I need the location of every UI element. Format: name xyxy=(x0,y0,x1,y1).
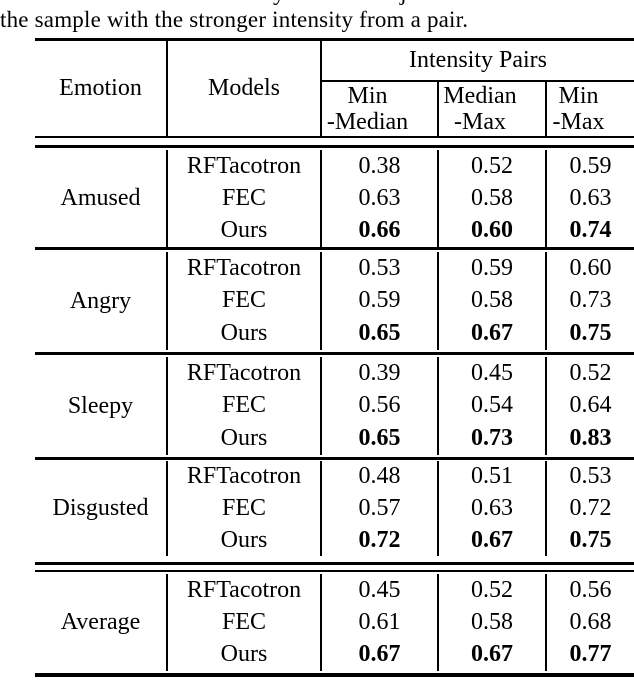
model-label: RFTacotron xyxy=(168,574,322,607)
table-caption: the sample with the stronger intensity f… xyxy=(0,7,469,32)
value-cell: 0.64 xyxy=(569,392,612,419)
value-cell-best: 0.65 xyxy=(322,317,439,350)
value-cell: 0.59 xyxy=(439,252,547,285)
value-cell: 0.63 xyxy=(439,492,547,525)
value-cell-best: 0.73 xyxy=(439,422,547,455)
clipped-caption-line: y j xyxy=(0,0,634,7)
value-cell-best: 0.65 xyxy=(322,422,439,455)
model-label: Ours xyxy=(168,524,322,556)
model-label: RFTacotron xyxy=(168,150,322,183)
emotion-label: Disgusted xyxy=(35,461,168,556)
emotion-label: Angry xyxy=(35,252,168,350)
emotion-label: Sleepy xyxy=(35,357,168,455)
value-cell-best: 0.67 xyxy=(322,638,439,671)
value-cell: 0.59 xyxy=(322,284,439,318)
emotion-block-angry: Angry RFTacotron 0.53 0.59 0.60 FEC 0.59… xyxy=(35,252,634,350)
header-min-max: Min -Max xyxy=(547,82,634,136)
value-cell-best: 0.75 xyxy=(569,526,612,553)
value-cell: 0.57 xyxy=(322,492,439,525)
value-cell: 0.52 xyxy=(439,574,547,607)
emotion-label: Amused xyxy=(35,150,168,247)
header-min-median-line1: Min xyxy=(347,83,388,109)
value-cell-best: 0.83 xyxy=(569,425,612,452)
header-median-max-line1: Median xyxy=(443,83,517,109)
table-rule-header-thick xyxy=(35,145,634,148)
value-cell: 0.45 xyxy=(439,357,547,390)
header-median-max-line2: -Max xyxy=(454,109,506,135)
table-rule xyxy=(35,247,634,250)
header-min-max-line2: -Max xyxy=(552,109,605,135)
value-cell: 0.56 xyxy=(322,389,439,423)
model-label: Ours xyxy=(168,214,322,247)
value-cell-best: 0.75 xyxy=(569,320,612,347)
model-label: Ours xyxy=(168,317,322,350)
value-cell-best: 0.77 xyxy=(569,641,612,668)
value-cell: 0.58 xyxy=(439,606,547,639)
table-rule-bottom xyxy=(35,673,634,677)
header-min-median: Min -Median xyxy=(322,82,439,136)
header-min-max-line1: Min xyxy=(558,83,599,109)
model-label: Ours xyxy=(168,638,322,671)
emotion-block-disgusted: Disgusted RFTacotron 0.48 0.51 0.53 FEC … xyxy=(35,461,634,556)
value-cell-best: 0.60 xyxy=(439,214,547,247)
model-label: RFTacotron xyxy=(168,252,322,285)
header-median-max: Median -Max xyxy=(439,82,547,136)
header-emotion: Emotion xyxy=(35,41,168,136)
header-models: Models xyxy=(168,41,322,136)
value-cell: 0.61 xyxy=(322,606,439,639)
header-intensity-pairs: Intensity Pairs xyxy=(322,41,634,82)
value-cell-best: 0.67 xyxy=(439,317,547,350)
value-cell: 0.56 xyxy=(569,576,612,603)
value-cell: 0.53 xyxy=(569,463,612,490)
value-cell-best: 0.67 xyxy=(439,524,547,556)
table-rule-header-thin xyxy=(35,136,634,138)
value-cell: 0.48 xyxy=(322,461,439,493)
value-cell: 0.63 xyxy=(322,182,439,215)
model-label: RFTacotron xyxy=(168,461,322,493)
value-cell: 0.58 xyxy=(439,284,547,318)
clipped-glyph: j xyxy=(400,0,407,5)
value-cell: 0.73 xyxy=(569,287,612,314)
value-cell: 0.58 xyxy=(439,182,547,215)
table-rule-double-top xyxy=(35,562,634,565)
value-cell: 0.59 xyxy=(569,152,612,179)
value-cell: 0.53 xyxy=(322,252,439,285)
model-label: FEC xyxy=(168,182,322,215)
value-cell: 0.38 xyxy=(322,150,439,183)
emotion-block-amused: Amused RFTacotron 0.38 0.52 0.59 FEC 0.6… xyxy=(35,150,634,247)
value-cell: 0.72 xyxy=(569,494,612,521)
model-label: FEC xyxy=(168,492,322,525)
value-cell: 0.63 xyxy=(569,184,612,211)
value-cell: 0.45 xyxy=(322,574,439,607)
value-cell: 0.39 xyxy=(322,357,439,390)
value-cell: 0.60 xyxy=(569,254,612,281)
model-label: RFTacotron xyxy=(168,357,322,390)
value-cell-best: 0.74 xyxy=(569,217,612,244)
table-rule xyxy=(35,352,634,355)
model-label: FEC xyxy=(168,284,322,318)
value-cell: 0.54 xyxy=(439,389,547,423)
value-cell: 0.68 xyxy=(569,608,612,635)
value-cell: 0.52 xyxy=(569,359,612,386)
table-header: Emotion Models Intensity Pairs Min -Medi… xyxy=(35,41,634,136)
emotion-block-average: Average RFTacotron 0.45 0.52 0.56 FEC 0.… xyxy=(35,574,634,671)
header-min-median-line2: -Median xyxy=(326,109,409,135)
clipped-glyph: y xyxy=(273,0,285,5)
value-cell-best: 0.72 xyxy=(322,524,439,556)
table-rule-double-bottom xyxy=(35,569,634,572)
emotion-block-sleepy: Sleepy RFTacotron 0.39 0.45 0.52 FEC 0.5… xyxy=(35,357,634,455)
emotion-label: Average xyxy=(35,574,168,671)
table-rule xyxy=(35,457,634,460)
results-table: Emotion Models Intensity Pairs Min -Medi… xyxy=(35,38,634,677)
model-label: Ours xyxy=(168,422,322,455)
value-cell: 0.51 xyxy=(439,461,547,493)
table-rule-top xyxy=(35,38,634,41)
value-cell: 0.52 xyxy=(439,150,547,183)
value-cell-best: 0.66 xyxy=(322,214,439,247)
value-cell-best: 0.67 xyxy=(439,638,547,671)
model-label: FEC xyxy=(168,606,322,639)
model-label: FEC xyxy=(168,389,322,423)
